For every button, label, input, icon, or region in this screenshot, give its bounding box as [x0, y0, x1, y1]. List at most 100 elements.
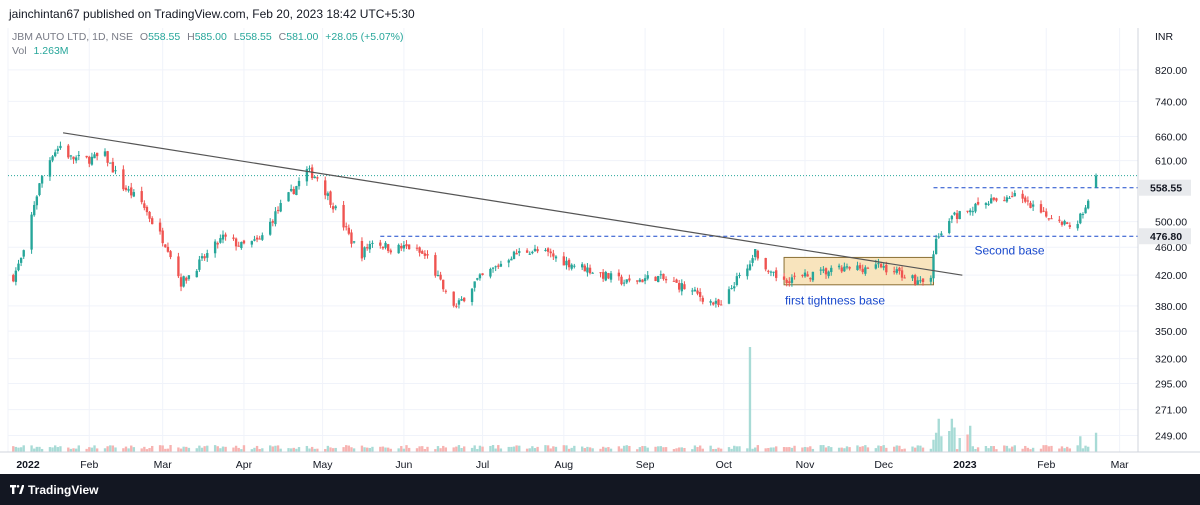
volume-bar: [1026, 447, 1030, 452]
volume-bar: [305, 445, 309, 452]
candle-body: [489, 268, 492, 277]
horizontal-levels[interactable]: [8, 175, 1138, 237]
candle-body: [274, 211, 277, 225]
candle-body: [701, 297, 704, 302]
candle-body: [518, 251, 521, 253]
volume-bar: [845, 446, 849, 452]
price-axis[interactable]: INR820.00740.00660.00610.00500.00460.004…: [1137, 28, 1200, 452]
volume-bar: [903, 448, 906, 452]
volume-bar: [161, 445, 164, 452]
candle-body: [565, 260, 568, 266]
x-tick-label: May: [313, 459, 334, 471]
candle-body: [40, 176, 44, 184]
candle-body: [1084, 207, 1087, 214]
candle-body: [662, 273, 665, 280]
volume-bar: [811, 448, 815, 452]
candle-body: [1081, 214, 1085, 216]
legend-low-label: L: [234, 31, 240, 43]
volume-bar: [822, 445, 825, 452]
candle-body: [56, 148, 59, 151]
volume-bar: [40, 448, 44, 452]
volume-bar: [17, 447, 20, 452]
candle-body: [198, 259, 201, 270]
candle-body: [331, 206, 335, 210]
candle-body: [709, 301, 712, 303]
volume-bar: [489, 445, 492, 452]
volume-bar: [518, 445, 521, 452]
candle-body: [879, 264, 883, 268]
volume-bar: [386, 447, 390, 452]
candle-body: [638, 279, 642, 282]
volume-bar: [659, 446, 663, 452]
annotations: first tightness base Second base: [785, 244, 1045, 308]
candle-body: [586, 267, 589, 273]
volume-bar: [955, 449, 959, 452]
volume-bar: [1058, 448, 1061, 452]
price-tag-bg: [1139, 228, 1191, 245]
candle-body: [177, 256, 180, 277]
candle-body: [937, 236, 940, 238]
candle-body: [580, 264, 584, 268]
volume-bar: [861, 446, 864, 452]
volume-bar: [549, 448, 552, 452]
candle-body: [678, 283, 681, 290]
volume-bar: [654, 446, 657, 452]
candle-body: [680, 283, 683, 292]
svg-text:Vol 1.263M: Vol 1.263M: [12, 45, 69, 57]
volume-bar: [586, 446, 589, 452]
volume-bar: [342, 447, 345, 452]
candle-body: [921, 278, 925, 282]
candle-body: [1094, 175, 1098, 188]
volume-bar: [310, 446, 314, 452]
candle-body: [405, 244, 408, 247]
volume-bar: [806, 447, 809, 452]
candle-body: [240, 242, 243, 249]
volume-bar: [287, 448, 290, 452]
volume-bar: [751, 448, 754, 452]
volume-bar: [785, 447, 788, 452]
candle-body: [279, 203, 282, 212]
volume-bar: [940, 436, 943, 452]
candle-body: [531, 251, 534, 254]
volume-bar: [877, 445, 880, 452]
volume-bar: [274, 445, 277, 452]
candle-body: [329, 191, 332, 205]
volume-bar: [444, 447, 448, 452]
volume-bar: [672, 449, 676, 452]
candle-body: [499, 263, 503, 267]
volume-bar: [350, 447, 353, 452]
candle-body: [470, 288, 474, 303]
volume-bar: [352, 448, 356, 452]
candle-body: [326, 193, 330, 196]
candle-body: [885, 264, 888, 273]
candle-body: [727, 289, 731, 304]
candle-body: [544, 249, 547, 251]
volume-bar: [769, 447, 773, 452]
volume-bar: [969, 425, 972, 452]
candle-body: [17, 263, 20, 271]
candle-body: [803, 272, 807, 277]
candle-body: [533, 248, 537, 252]
candle-body: [1066, 222, 1069, 224]
volume-bar: [567, 448, 571, 452]
candle-body: [59, 145, 62, 149]
candle-body: [213, 241, 217, 254]
candle-body: [843, 266, 846, 272]
annotation-second-base: Second base: [975, 244, 1045, 258]
candle-body: [324, 180, 327, 196]
candle-body: [858, 265, 862, 269]
candle-body: [1031, 204, 1035, 207]
candle-body: [625, 279, 628, 283]
volume-bar: [470, 447, 474, 452]
volume-bar: [421, 446, 424, 452]
volume-bar: [638, 447, 642, 452]
candle-body: [476, 278, 479, 280]
time-axis[interactable]: 2022 Feb Mar Apr May Jun Jul Aug Sep Oct Nov Dec 202…: [0, 451, 1200, 471]
candle-body: [316, 177, 319, 179]
volume-bar: [22, 445, 25, 452]
tightness-zone[interactable]: [783, 256, 934, 286]
volume-bar: [90, 447, 94, 452]
price-chart[interactable]: first tightness base Second base INR 820.0…: [0, 0, 1200, 474]
candle-body: [552, 253, 555, 257]
trendline[interactable]: [62, 132, 963, 276]
